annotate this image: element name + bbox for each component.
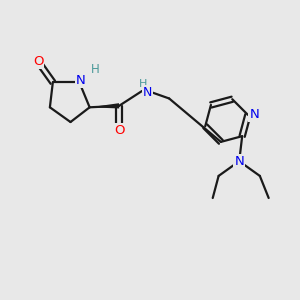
Text: N: N [143,86,152,99]
Text: N: N [76,74,86,87]
Text: O: O [114,124,124,137]
Text: O: O [33,55,44,68]
Text: N: N [234,155,244,168]
Text: H: H [91,62,100,76]
Text: H: H [139,79,147,89]
Polygon shape [90,103,119,109]
Text: N: N [250,108,259,121]
